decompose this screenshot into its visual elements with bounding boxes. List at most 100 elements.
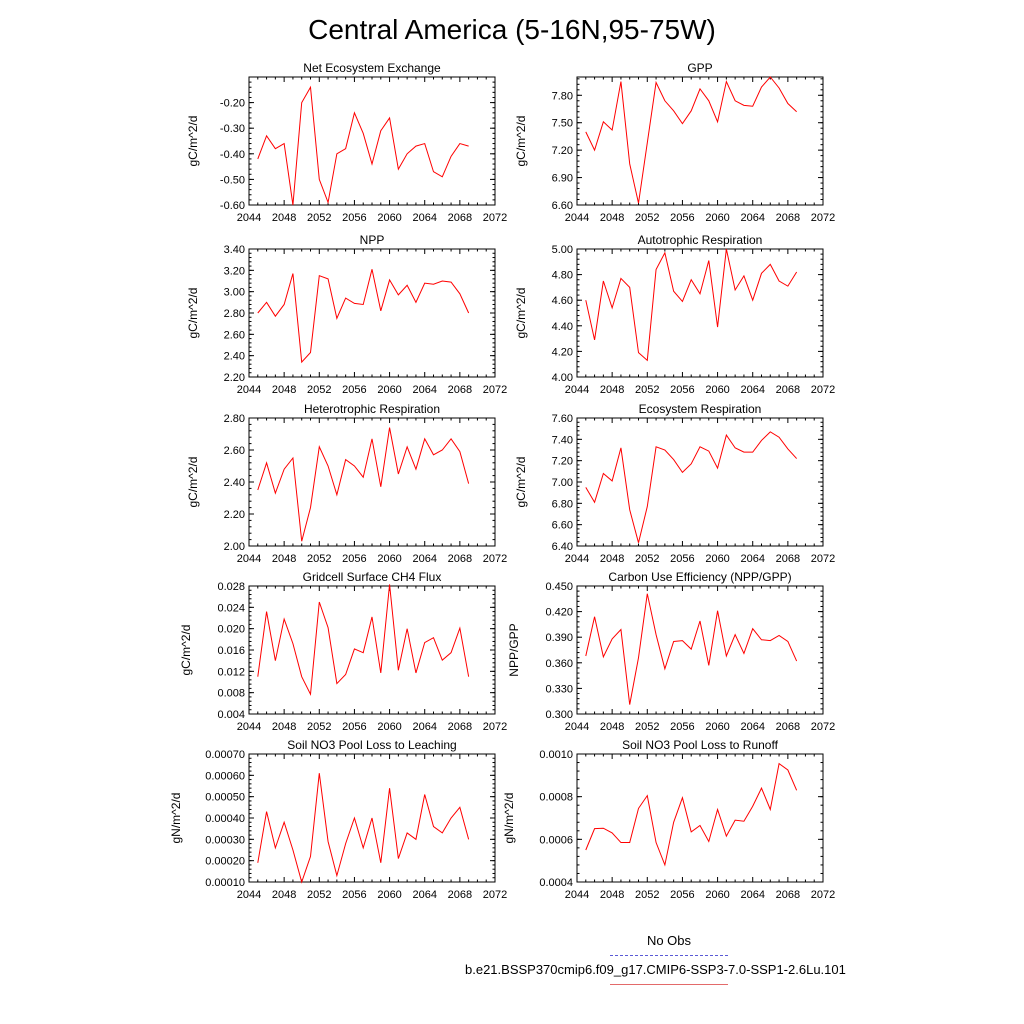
panel-1: Net Ecosystem Exchange 2044 2048 2052 2056 20… bbox=[186, 61, 507, 224]
y-tick-label: 7.00 bbox=[552, 477, 573, 489]
x-tick-label: 2060 bbox=[705, 384, 729, 396]
y-tick-label: 2.20 bbox=[224, 509, 245, 521]
y-tick-label: -0.60 bbox=[220, 200, 245, 212]
series-line bbox=[585, 76, 797, 204]
panel-title: Net Ecosystem Exchange bbox=[303, 61, 441, 75]
panel-10: Soil NO3 Pool Loss to Runoff 2044 2048 2052… bbox=[502, 738, 835, 901]
y-tick-label: 2.80 bbox=[224, 413, 245, 425]
x-tick-label: 2068 bbox=[776, 721, 800, 733]
x-tick-label: 2064 bbox=[412, 889, 436, 901]
x-tick-label: 2048 bbox=[600, 721, 624, 733]
x-tick-label: 2048 bbox=[272, 889, 296, 901]
y-tick-label: -0.40 bbox=[220, 149, 245, 161]
x-tick-label: 2060 bbox=[377, 553, 401, 565]
x-tick-label: 2044 bbox=[565, 889, 589, 901]
x-tick-label: 2052 bbox=[307, 721, 331, 733]
x-tick-label: 2048 bbox=[600, 212, 624, 224]
y-tick-label: 4.80 bbox=[552, 270, 573, 282]
plot-frame bbox=[248, 585, 496, 715]
x-tick-label: 2048 bbox=[600, 553, 624, 565]
panel-title: Gridcell Surface CH4 Flux bbox=[303, 570, 442, 584]
panel-title: Ecosystem Respiration bbox=[639, 402, 762, 416]
x-tick-label: 2052 bbox=[635, 212, 659, 224]
y-tick-label: 0.0004 bbox=[539, 877, 573, 889]
x-tick-label: 2052 bbox=[635, 889, 659, 901]
x-tick-label: 2064 bbox=[740, 212, 764, 224]
x-tick-label: 2044 bbox=[237, 212, 261, 224]
series-line bbox=[257, 427, 470, 542]
y-axis-label: gC/m^2/d bbox=[186, 457, 200, 508]
x-tick-label: 2068 bbox=[776, 212, 800, 224]
x-tick-label: 2052 bbox=[307, 553, 331, 565]
legend-run-swatch bbox=[610, 984, 728, 985]
plot-frame bbox=[576, 753, 824, 883]
x-tick-label: 2072 bbox=[483, 889, 507, 901]
y-tick-label: -0.50 bbox=[220, 174, 245, 186]
x-tick-label: 2064 bbox=[740, 721, 764, 733]
panel-8: Carbon Use Efficiency (NPP/GPP) 2044 2048 2… bbox=[507, 570, 835, 733]
y-tick-label: 6.90 bbox=[552, 173, 573, 185]
x-tick-label: 2060 bbox=[705, 553, 729, 565]
y-axis-label: gN/m^2/d bbox=[502, 793, 516, 844]
x-tick-label: 2064 bbox=[412, 721, 436, 733]
y-tick-label: 0.360 bbox=[545, 658, 573, 670]
series-line bbox=[257, 85, 469, 206]
x-tick-label: 2048 bbox=[600, 889, 624, 901]
x-tick-label: 2056 bbox=[342, 553, 366, 565]
y-tick-label: 7.50 bbox=[552, 118, 573, 130]
y-tick-label: 4.40 bbox=[552, 321, 573, 333]
x-tick-label: 2048 bbox=[272, 384, 296, 396]
panel-2: GPP 2044 2048 2052 2056 2060 2064 2068 2072 6.60 6… bbox=[514, 61, 835, 224]
series-line bbox=[257, 584, 470, 697]
y-tick-label: 0.0006 bbox=[539, 834, 573, 846]
y-tick-label: 0.024 bbox=[217, 602, 245, 614]
x-tick-label: 2068 bbox=[448, 384, 472, 396]
x-tick-label: 2056 bbox=[670, 553, 694, 565]
y-tick-label: 3.20 bbox=[224, 265, 245, 277]
panel-title: Soil NO3 Pool Loss to Runoff bbox=[622, 738, 779, 752]
plot-frame bbox=[248, 76, 496, 206]
x-tick-label: 2072 bbox=[811, 553, 835, 565]
x-tick-label: 2052 bbox=[307, 889, 331, 901]
plot-frame bbox=[576, 417, 824, 547]
x-tick-label: 2064 bbox=[740, 553, 764, 565]
x-tick-label: 2056 bbox=[342, 721, 366, 733]
x-tick-label: 2056 bbox=[342, 384, 366, 396]
y-tick-label: -0.20 bbox=[220, 98, 245, 110]
y-tick-label: 3.00 bbox=[224, 287, 245, 299]
series-line bbox=[585, 248, 798, 362]
x-tick-label: 2052 bbox=[635, 553, 659, 565]
x-tick-label: 2056 bbox=[342, 889, 366, 901]
x-tick-label: 2068 bbox=[448, 889, 472, 901]
x-tick-label: 2060 bbox=[705, 721, 729, 733]
x-tick-label: 2072 bbox=[811, 721, 835, 733]
x-tick-label: 2056 bbox=[670, 721, 694, 733]
x-tick-label: 2048 bbox=[272, 212, 296, 224]
x-tick-label: 2068 bbox=[776, 553, 800, 565]
x-tick-label: 2064 bbox=[740, 384, 764, 396]
y-tick-label: 7.60 bbox=[552, 413, 573, 425]
x-tick-label: 2068 bbox=[448, 721, 472, 733]
series-line bbox=[585, 762, 798, 867]
panel-3: NPP 2044 2048 2052 2056 2060 2064 2068 2072 2.20 2… bbox=[186, 233, 507, 396]
y-axis-label: gC/m^2/d bbox=[514, 457, 528, 508]
y-tick-label: 0.016 bbox=[217, 645, 245, 657]
y-tick-label: 0.330 bbox=[545, 683, 573, 695]
x-tick-label: 2072 bbox=[811, 212, 835, 224]
x-tick-label: 2064 bbox=[412, 553, 436, 565]
y-tick-label: 2.20 bbox=[224, 372, 245, 384]
x-tick-label: 2044 bbox=[237, 384, 261, 396]
x-tick-label: 2044 bbox=[565, 384, 589, 396]
x-tick-label: 2044 bbox=[565, 553, 589, 565]
y-tick-label: 0.0008 bbox=[539, 792, 573, 804]
x-tick-label: 2064 bbox=[412, 384, 436, 396]
panel-6: Ecosystem Respiration 2044 2048 2052 2056 206… bbox=[514, 402, 835, 565]
y-axis-label: gN/m^2/d bbox=[169, 793, 183, 844]
y-tick-label: 2.00 bbox=[224, 541, 245, 553]
y-tick-label: 2.40 bbox=[224, 477, 245, 489]
y-axis-label: NPP/GPP bbox=[507, 623, 521, 676]
y-tick-label: 7.40 bbox=[552, 434, 573, 446]
y-tick-label: 0.008 bbox=[217, 688, 245, 700]
x-tick-label: 2068 bbox=[448, 212, 472, 224]
x-tick-label: 2056 bbox=[670, 212, 694, 224]
